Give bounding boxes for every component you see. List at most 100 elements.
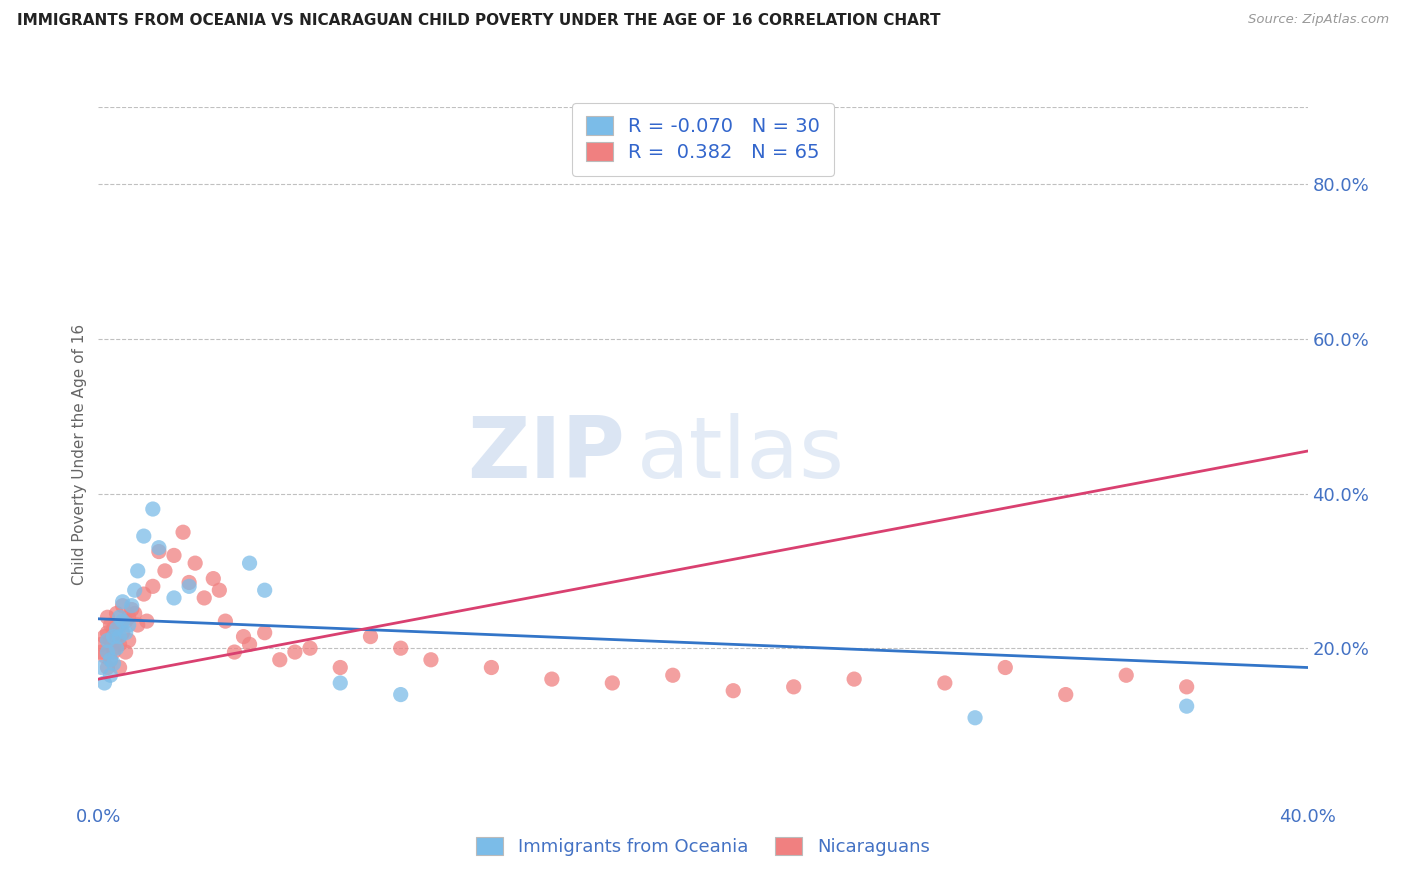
Point xyxy=(202,572,225,586)
Point xyxy=(93,648,115,663)
Point xyxy=(100,633,122,648)
Point xyxy=(108,660,131,674)
Point xyxy=(108,630,131,644)
Point xyxy=(114,625,136,640)
Point xyxy=(96,610,118,624)
Point xyxy=(214,614,236,628)
Point xyxy=(103,622,125,636)
Point xyxy=(661,668,683,682)
Point xyxy=(132,587,155,601)
Point xyxy=(118,633,141,648)
Point xyxy=(90,660,112,674)
Point xyxy=(114,614,136,628)
Point xyxy=(179,575,201,590)
Point xyxy=(111,595,134,609)
Point xyxy=(329,660,352,674)
Text: IMMIGRANTS FROM OCEANIA VS NICARAGUAN CHILD POVERTY UNDER THE AGE OF 16 CORRELAT: IMMIGRANTS FROM OCEANIA VS NICARAGUAN CH… xyxy=(17,13,941,29)
Point xyxy=(602,676,624,690)
Point xyxy=(103,641,125,656)
Point xyxy=(93,676,115,690)
Point xyxy=(124,607,146,621)
Point xyxy=(148,541,170,555)
Point xyxy=(105,630,128,644)
Point xyxy=(1175,680,1198,694)
Text: Source: ZipAtlas.com: Source: ZipAtlas.com xyxy=(1249,13,1389,27)
Text: ZIP: ZIP xyxy=(467,413,624,497)
Point xyxy=(193,591,215,605)
Point xyxy=(163,549,186,563)
Point xyxy=(783,680,806,694)
Point xyxy=(127,618,149,632)
Point xyxy=(148,544,170,558)
Point xyxy=(1115,668,1137,682)
Point xyxy=(269,653,291,667)
Point xyxy=(239,556,262,570)
Point xyxy=(299,641,322,656)
Point xyxy=(127,564,149,578)
Point xyxy=(239,637,262,651)
Point xyxy=(172,525,194,540)
Point xyxy=(118,610,141,624)
Point xyxy=(111,599,134,613)
Point xyxy=(105,641,128,656)
Point xyxy=(90,637,112,651)
Point xyxy=(253,583,276,598)
Point xyxy=(844,672,866,686)
Point xyxy=(179,579,201,593)
Point xyxy=(103,657,125,671)
Point xyxy=(93,630,115,644)
Point xyxy=(96,633,118,648)
Point xyxy=(232,630,254,644)
Point xyxy=(111,614,134,628)
Point xyxy=(111,625,134,640)
Point xyxy=(723,683,745,698)
Point xyxy=(100,668,122,682)
Point xyxy=(184,556,207,570)
Point xyxy=(253,625,276,640)
Point xyxy=(142,579,165,593)
Point xyxy=(389,688,412,702)
Point xyxy=(103,645,125,659)
Point xyxy=(389,641,412,656)
Point xyxy=(224,645,246,659)
Point xyxy=(163,591,186,605)
Point xyxy=(108,637,131,651)
Point xyxy=(153,564,176,578)
Point xyxy=(965,711,987,725)
Point xyxy=(121,602,143,616)
Point xyxy=(284,645,307,659)
Point xyxy=(540,672,562,686)
Y-axis label: Child Poverty Under the Age of 16: Child Poverty Under the Age of 16 xyxy=(72,325,87,585)
Legend: Immigrants from Oceania, Nicaraguans: Immigrants from Oceania, Nicaraguans xyxy=(470,830,936,863)
Point xyxy=(481,660,503,674)
Point xyxy=(96,645,118,659)
Point xyxy=(105,607,128,621)
Point xyxy=(114,645,136,659)
Point xyxy=(100,653,122,667)
Point xyxy=(105,622,128,636)
Point xyxy=(934,676,956,690)
Point xyxy=(994,660,1017,674)
Point xyxy=(1054,688,1077,702)
Point xyxy=(90,645,112,659)
Point xyxy=(329,676,352,690)
Point xyxy=(208,583,231,598)
Point xyxy=(1175,699,1198,714)
Point xyxy=(96,625,118,640)
Point xyxy=(124,583,146,598)
Point xyxy=(118,618,141,632)
Point xyxy=(132,529,155,543)
Text: atlas: atlas xyxy=(637,413,845,497)
Point xyxy=(142,502,165,516)
Point xyxy=(108,610,131,624)
Point xyxy=(105,633,128,648)
Point xyxy=(96,660,118,674)
Point xyxy=(108,618,131,632)
Point xyxy=(100,653,122,667)
Point xyxy=(103,630,125,644)
Point xyxy=(121,599,143,613)
Point xyxy=(420,653,443,667)
Point xyxy=(100,618,122,632)
Point xyxy=(360,630,382,644)
Point xyxy=(135,614,157,628)
